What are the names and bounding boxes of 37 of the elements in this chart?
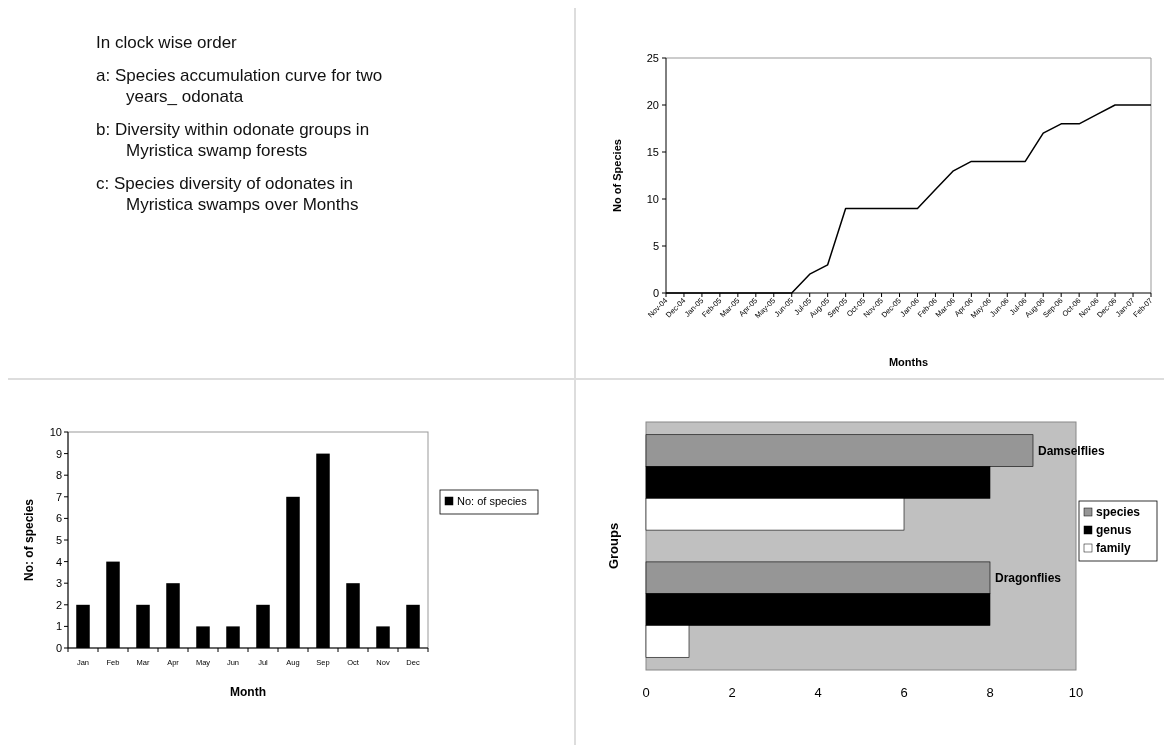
text: a: Species accumulation curve for two years_ odonata <box>96 66 383 106</box>
y-axis-title: No of Species <box>611 139 623 212</box>
y-tick-label: 9 <box>55 447 62 460</box>
x-tick-label: 6 <box>900 685 908 700</box>
legend-label: family <box>1096 541 1132 555</box>
x-axis-title: Month <box>230 685 266 699</box>
text: In clock wise order <box>96 33 238 52</box>
text: b: Diversity within odonate groups in Myristica swamp forests <box>96 120 370 160</box>
y-tick-label: 5 <box>55 534 62 546</box>
y-tick-label: 2 <box>55 598 62 611</box>
x-tick-label: 8 <box>986 685 994 700</box>
y-tick-label: 15 <box>646 146 659 158</box>
y-tick-label: 3 <box>55 577 62 590</box>
y-tick-label: 0 <box>652 287 659 299</box>
x-tick-label: 10 <box>1068 685 1084 700</box>
y-tick-label: 1 <box>55 620 62 633</box>
y-tick-label: 5 <box>652 240 659 252</box>
legend-label: species <box>1096 505 1141 519</box>
x-tick-label: 2 <box>728 685 736 700</box>
legend-label: No: of species <box>457 495 528 507</box>
y-tick-label: 25 <box>646 52 659 64</box>
y-tick-label: 0 <box>55 642 62 654</box>
annotation: Damselflies <box>1038 443 1106 458</box>
y-tick-label: 7 <box>55 490 62 503</box>
annotation: Dragonflies <box>995 570 1062 585</box>
y-tick-label: 4 <box>55 555 62 568</box>
y-tick-label: 8 <box>55 469 62 482</box>
x-axis-title: Months <box>888 356 929 368</box>
y-axis-title: No: of species <box>22 498 36 582</box>
y-tick-label: 10 <box>49 426 62 438</box>
x-tick-label: 4 <box>814 685 822 700</box>
text: c: Species diversity of odonates in Myristica swamps over Months <box>96 174 359 214</box>
legend-label: genus <box>1096 523 1132 537</box>
y-tick-label: 10 <box>646 193 659 205</box>
y-tick-label: 20 <box>646 99 659 111</box>
y-tick-label: 6 <box>55 512 62 525</box>
y-axis-title: Groups <box>606 522 621 570</box>
